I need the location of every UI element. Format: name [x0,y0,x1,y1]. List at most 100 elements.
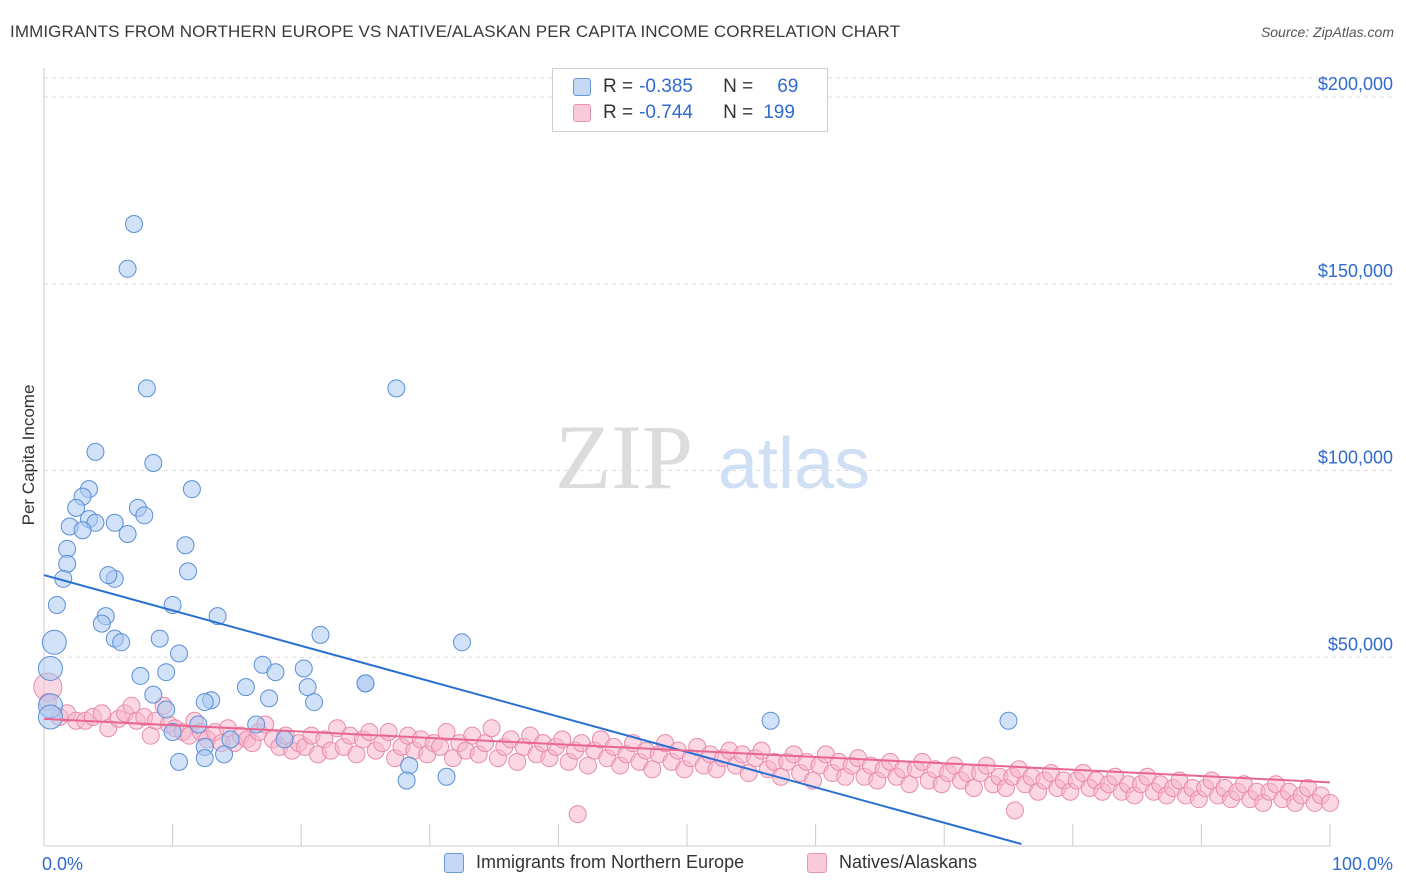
point-natives [771,767,790,786]
bottom-legend-natives: Natives/Alaskans [807,852,977,873]
point-natives [347,745,366,764]
point-immigrants [37,704,63,730]
point-immigrants [137,379,156,398]
point-immigrants [92,614,111,633]
legend-n-label: N = [723,102,754,123]
legend-n-label: N = [723,76,754,97]
point-immigrants [67,498,86,517]
legend-row-natives: R = -0.744 N = 199 [573,101,795,125]
legend-r-value-natives: -0.744 [639,102,693,123]
y-tick-label: $150,000 [1318,261,1393,281]
point-natives [379,722,398,741]
series-immigrants-points [37,214,1018,790]
point-immigrants [170,752,189,771]
bottom-legend-swatch-pink [807,852,827,873]
point-immigrants [397,771,416,790]
point-immigrants [41,629,67,655]
point-natives [508,752,527,771]
point-immigrants [118,259,137,278]
legend-row-immigrants: R = -0.385 N = 69 [573,75,798,99]
y-tick-label: $200,000 [1318,74,1393,94]
point-immigrants [294,659,313,678]
source-note: Source: ZipAtlas.com [1260,24,1394,40]
point-immigrants [99,566,118,585]
point-immigrants [150,629,169,648]
point-immigrants [236,678,255,697]
point-immigrants [189,715,208,734]
point-immigrants [86,442,105,461]
point-immigrants [195,749,214,768]
point-immigrants [452,633,471,652]
point-immigrants [170,644,189,663]
trend-line-natives [43,717,1331,784]
point-natives [482,719,501,738]
point-immigrants [275,730,294,749]
legend-n-value-immigrants: 69 [777,76,799,97]
point-immigrants [182,480,201,499]
legend-n-value-natives: 199 [763,102,795,123]
point-immigrants [144,685,163,704]
point-immigrants [208,607,227,626]
axes [43,68,1331,847]
point-natives [92,704,111,723]
bottom-legend-swatch-blue [444,852,464,873]
point-immigrants [135,506,154,525]
point-immigrants [311,625,330,644]
point-natives [1005,801,1024,820]
point-immigrants [163,722,182,741]
point-immigrants [437,767,456,786]
point-immigrants [37,655,63,681]
point-natives [568,805,587,824]
watermark-zip: ZIP [555,406,693,508]
point-natives [141,726,160,745]
legend-swatch-blue [573,78,591,96]
point-immigrants [125,214,144,233]
correlation-legend: R = -0.385 N = 69 R = -0.744 N = 199 [552,68,828,132]
point-immigrants [157,700,176,719]
gridlines [44,77,1394,658]
watermark-atlas: atlas [718,424,870,504]
legend-swatch-pink [573,104,591,122]
bottom-legend-label-natives: Natives/Alaskans [839,852,978,872]
legend-r-label: R = [603,76,634,97]
y-tick-label: $100,000 [1318,448,1393,468]
point-immigrants [131,666,150,685]
point-immigrants [195,693,214,712]
point-natives [900,775,919,794]
point-natives [643,760,662,779]
legend-r-value-immigrants: -0.385 [639,76,693,97]
bottom-legend-immigrants: Immigrants from Northern Europe [444,852,744,873]
point-immigrants [176,536,195,555]
point-immigrants [387,379,406,398]
y-tick-label: $50,000 [1328,634,1393,654]
point-natives [1321,793,1339,812]
point-immigrants [305,693,324,712]
point-immigrants [266,663,285,682]
point-immigrants [221,730,240,749]
legend-r-label: R = [603,102,634,123]
point-natives [578,756,597,775]
point-natives [964,778,983,797]
bottom-legend-label-immigrants: Immigrants from Northern Europe [476,852,745,872]
point-immigrants [215,745,234,764]
axis-labels: $50,000 $100,000 $150,000 $200,000 0.0% 100.0… [19,74,1393,874]
x-tick-label-start: 0.0% [42,854,83,874]
point-immigrants [356,674,375,693]
point-immigrants [105,513,124,532]
point-immigrants [999,711,1018,730]
point-immigrants [47,595,66,614]
point-immigrants [761,711,780,730]
y-axis-label: Per Capita Income [19,385,38,526]
point-immigrants [144,454,163,473]
point-immigrants [58,554,77,573]
trend-lines [43,574,1331,845]
point-immigrants [400,756,419,775]
point-immigrants [118,524,137,543]
chart-title: IMMIGRANTS FROM NORTHERN EUROPE VS NATIV… [10,22,901,41]
point-immigrants [260,689,279,708]
point-natives [437,722,456,741]
watermark: ZIP atlas [555,406,870,508]
x-tick-label-end: 100.0% [1332,854,1393,874]
point-immigrants [112,633,131,652]
